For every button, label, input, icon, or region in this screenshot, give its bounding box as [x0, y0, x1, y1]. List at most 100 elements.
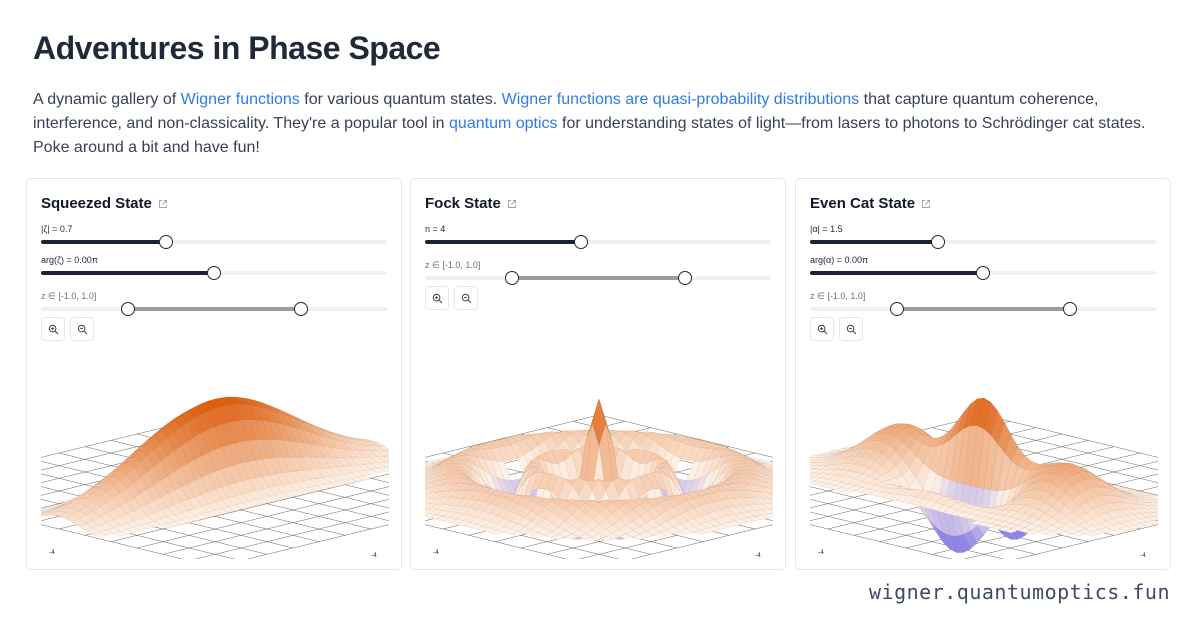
range-thumb-high[interactable]	[677, 271, 692, 285]
z-range-label: z ∈ [-1.0, 1.0]	[41, 291, 97, 301]
slider-thumb[interactable]	[158, 235, 173, 249]
surface-patch	[425, 498, 430, 502]
surface-patch	[810, 462, 815, 465]
surface-patch	[425, 468, 430, 472]
surface-patch	[425, 503, 430, 507]
surface-patch	[810, 465, 815, 468]
surface-patch	[1044, 531, 1059, 537]
surface-patch	[768, 512, 773, 516]
range-fill	[127, 307, 301, 311]
surface-patch	[41, 512, 46, 515]
surface-patch	[768, 483, 773, 488]
slider-fill	[810, 271, 983, 275]
surface-patch	[632, 534, 647, 540]
site-url: wigner.quantumoptics.fun	[869, 580, 1170, 604]
grid-line	[630, 524, 773, 559]
axis-tick-label: -4	[1140, 552, 1146, 559]
axis-tick-label: -4	[755, 552, 761, 559]
surface-patch	[673, 531, 688, 537]
wigner-surface-plot[interactable]: -4 -4	[41, 379, 389, 559]
param-slider[interactable]	[425, 235, 771, 249]
surface-patch	[1112, 528, 1127, 534]
external-link-icon[interactable]	[158, 199, 168, 209]
surface-patch	[425, 508, 430, 512]
axis-tick-label: -4	[49, 549, 55, 556]
range-thumb-high[interactable]	[1062, 302, 1077, 316]
range-thumb-high[interactable]	[293, 302, 308, 316]
intro-text-4: for understanding states of light—from l…	[33, 115, 1146, 156]
z-range-slider[interactable]	[41, 302, 387, 316]
external-link-icon[interactable]	[507, 199, 517, 209]
surface-patch	[1153, 511, 1158, 515]
surface-patch	[810, 476, 815, 479]
phase-label: arg(α) = 0.00π	[810, 255, 869, 265]
zoom-in-icon	[48, 324, 58, 334]
range-thumb-low[interactable]	[120, 302, 135, 316]
slider-fill	[41, 271, 214, 275]
zoom-out-button[interactable]	[454, 286, 478, 310]
phase-slider[interactable]	[41, 266, 387, 280]
slider-thumb[interactable]	[976, 266, 990, 280]
grid-line	[246, 524, 389, 559]
surface-patch	[585, 536, 600, 542]
zoom-out-icon	[461, 293, 471, 303]
surface-patch	[841, 488, 856, 494]
surface-patch	[92, 532, 107, 538]
surface-patch	[768, 479, 773, 484]
z-range-slider[interactable]	[810, 302, 1156, 316]
surface-patch	[768, 476, 773, 481]
card-title: Fock State	[425, 195, 517, 212]
param-label: n = 4	[425, 224, 446, 234]
zoom-out-button[interactable]	[70, 317, 94, 341]
surface-patch	[425, 493, 430, 497]
param-label: |ζ| = 0.7	[41, 224, 73, 234]
wigner-surface-plot[interactable]: -4 -4	[810, 379, 1158, 559]
range-thumb-low[interactable]	[504, 271, 519, 285]
card-even-cat-state: Even Cat State |α| = 1.5 arg(α) = 0.00π …	[795, 178, 1171, 570]
zoom-out-button[interactable]	[839, 317, 863, 341]
surface-patch	[810, 472, 815, 475]
zoom-in-icon	[432, 293, 442, 303]
slider-thumb[interactable]	[207, 266, 221, 280]
slider-fill	[810, 240, 939, 244]
surface-patch	[41, 509, 46, 512]
card-squeezed-state: Squeezed State |ζ| = 0.7 arg(ζ) = 0.00π …	[26, 178, 402, 570]
grid-line	[810, 499, 1037, 555]
slider-thumb[interactable]	[931, 235, 946, 249]
surface-patch	[425, 512, 430, 516]
surface-patch	[768, 493, 773, 497]
surface-patch	[564, 533, 579, 540]
surface-patch	[810, 468, 815, 472]
wigner-surface-plot[interactable]: -4 -4	[425, 379, 773, 559]
link-wigner-functions[interactable]: Wigner functions	[180, 91, 300, 108]
phase-slider[interactable]	[810, 266, 1156, 280]
surface-patch	[768, 465, 773, 468]
range-fill	[511, 276, 685, 280]
card-fock-state: Fock State n = 4 z ∈ [-1.0, 1.0] -4 -4	[410, 178, 786, 570]
zoom-out-icon	[77, 324, 87, 334]
surface-patch	[425, 479, 430, 484]
range-thumb-low[interactable]	[889, 302, 904, 316]
surface-patch	[810, 459, 815, 462]
surface-patch	[768, 487, 773, 493]
slider-thumb[interactable]	[573, 235, 588, 249]
surface-patch	[384, 465, 389, 470]
link-quantum-optics[interactable]: quantum optics	[449, 115, 558, 132]
card-title-text: Squeezed State	[41, 195, 152, 212]
grid-line	[810, 524, 953, 559]
param-slider[interactable]	[41, 235, 387, 249]
z-range-slider[interactable]	[425, 271, 771, 285]
param-slider[interactable]	[810, 235, 1156, 249]
intro-text-3: that capture quantum coherence, interfer…	[33, 91, 1099, 132]
zoom-in-icon	[817, 324, 827, 334]
zoom-in-button[interactable]	[810, 317, 834, 341]
zoom-in-button[interactable]	[425, 286, 449, 310]
surface-patch	[693, 530, 708, 535]
external-link-icon[interactable]	[921, 199, 931, 209]
surface-patch	[425, 487, 430, 493]
surface-patch	[41, 511, 46, 513]
link-quasi-probability[interactable]: Wigner functions are quasi-probability d…	[501, 91, 860, 108]
zoom-in-button[interactable]	[41, 317, 65, 341]
surface-patch	[384, 455, 389, 460]
surface-patch	[1153, 515, 1158, 519]
